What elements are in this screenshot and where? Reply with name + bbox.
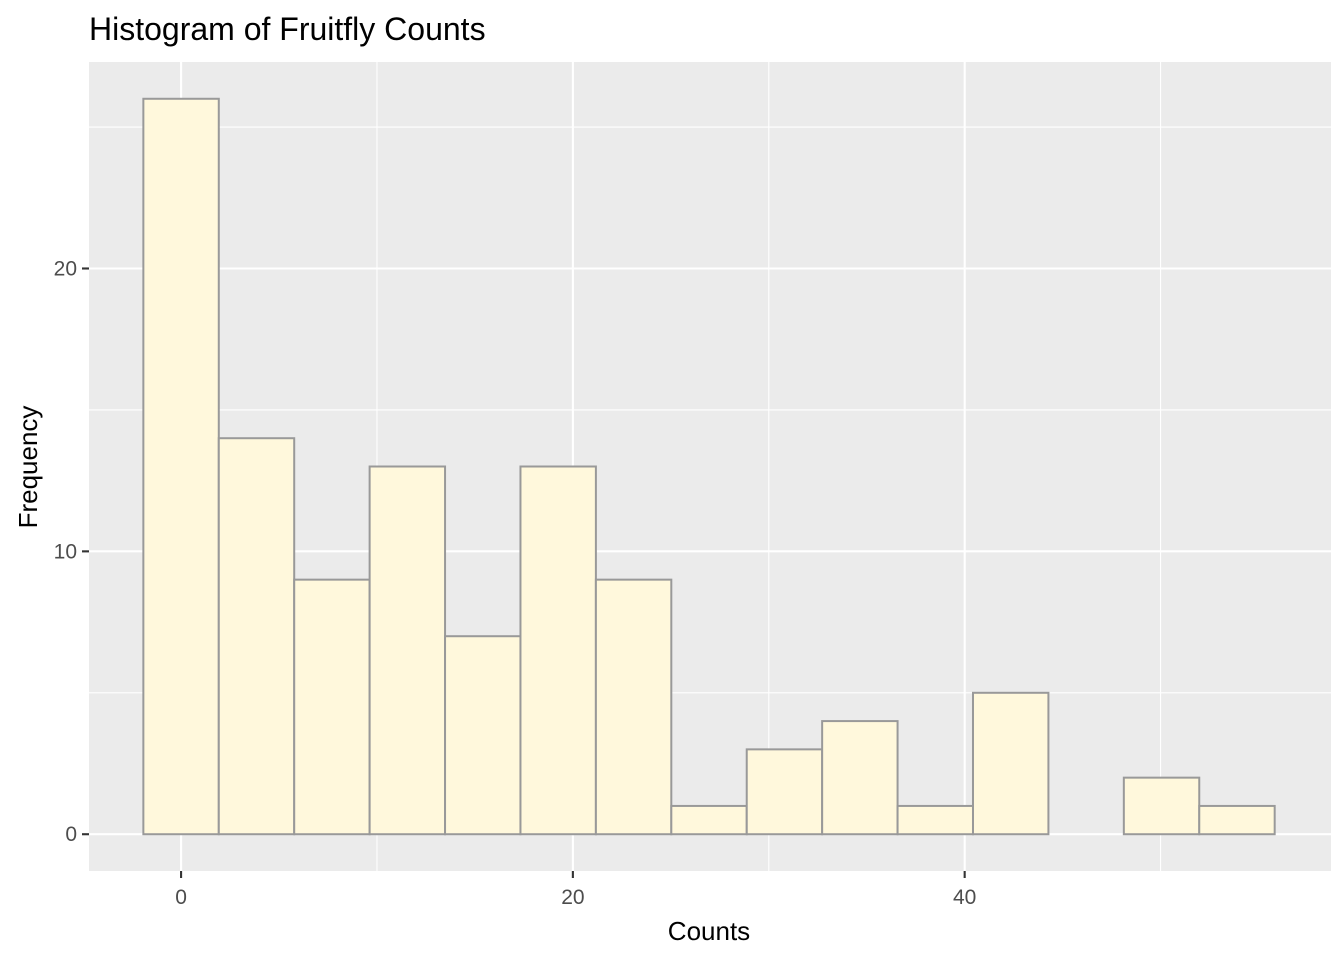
chart-title: Histogram of Fruitfly Counts (89, 11, 486, 47)
histogram-bar-7 (670, 804, 748, 836)
y-tick-label: 20 (54, 257, 77, 280)
y-tick-label: 0 (65, 823, 77, 846)
x-tick-label: 0 (175, 886, 187, 909)
histogram-bar-10 (896, 804, 974, 836)
histogram-bar-2 (293, 578, 371, 836)
histogram-bar-13 (1122, 776, 1201, 836)
histogram-bars (142, 97, 1276, 836)
x-tick-label: 20 (561, 886, 584, 909)
y-tick-label: 10 (54, 540, 77, 563)
histogram-bar-11 (971, 691, 1050, 836)
histogram-bar-4 (444, 635, 522, 836)
histogram-bar-9 (821, 720, 899, 836)
y-axis: 0 10 20 (54, 257, 89, 846)
x-tick-label: 40 (953, 886, 976, 909)
histogram-bar-6 (594, 578, 673, 836)
histogram-bar-1 (217, 437, 296, 836)
histogram-bar-8 (745, 748, 824, 836)
histogram-bar-14 (1198, 804, 1276, 836)
histogram-bar-3 (368, 465, 447, 836)
histogram-bar-5 (519, 465, 597, 836)
x-axis-title: Counts (668, 916, 750, 946)
histogram-bar-0 (142, 97, 220, 836)
y-axis-title: Frequency (13, 406, 43, 529)
x-axis: 0 20 40 (175, 871, 976, 909)
